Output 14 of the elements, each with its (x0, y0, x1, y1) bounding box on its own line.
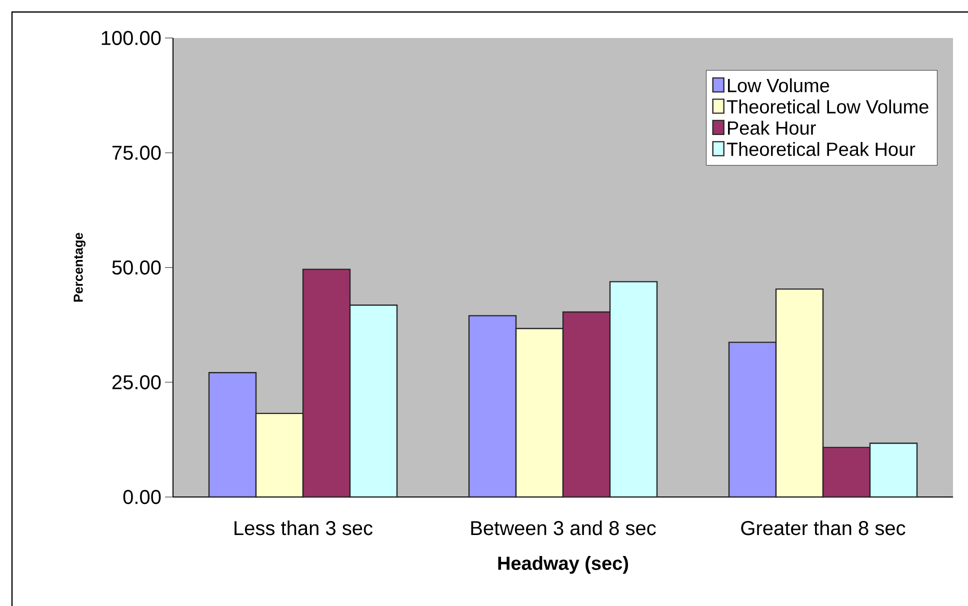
y-tick-label: 0.00 (123, 490, 161, 504)
legend-label: Low Volume (728, 78, 830, 92)
x-axis-title: Headway (sec) (498, 556, 628, 574)
y-tick-label: 25.00 (112, 375, 161, 390)
y-axis-title: Percentage (74, 232, 86, 302)
legend-label: Theoretical Peak Hour (726, 142, 916, 156)
legend-label: Theoretical Low Volume (726, 100, 928, 114)
x-tick-label: Between 3 and 8 sec (471, 520, 656, 536)
legend-label: Peak Hour (728, 120, 816, 135)
x-tick-label: Less than 3 sec (234, 520, 372, 536)
y-tick-label: 100.00 (102, 30, 161, 46)
y-tick-label: 75.00 (112, 146, 161, 160)
y-tick-label: 50.00 (112, 260, 161, 275)
x-tick-label: Greater than 8 sec (741, 520, 906, 536)
